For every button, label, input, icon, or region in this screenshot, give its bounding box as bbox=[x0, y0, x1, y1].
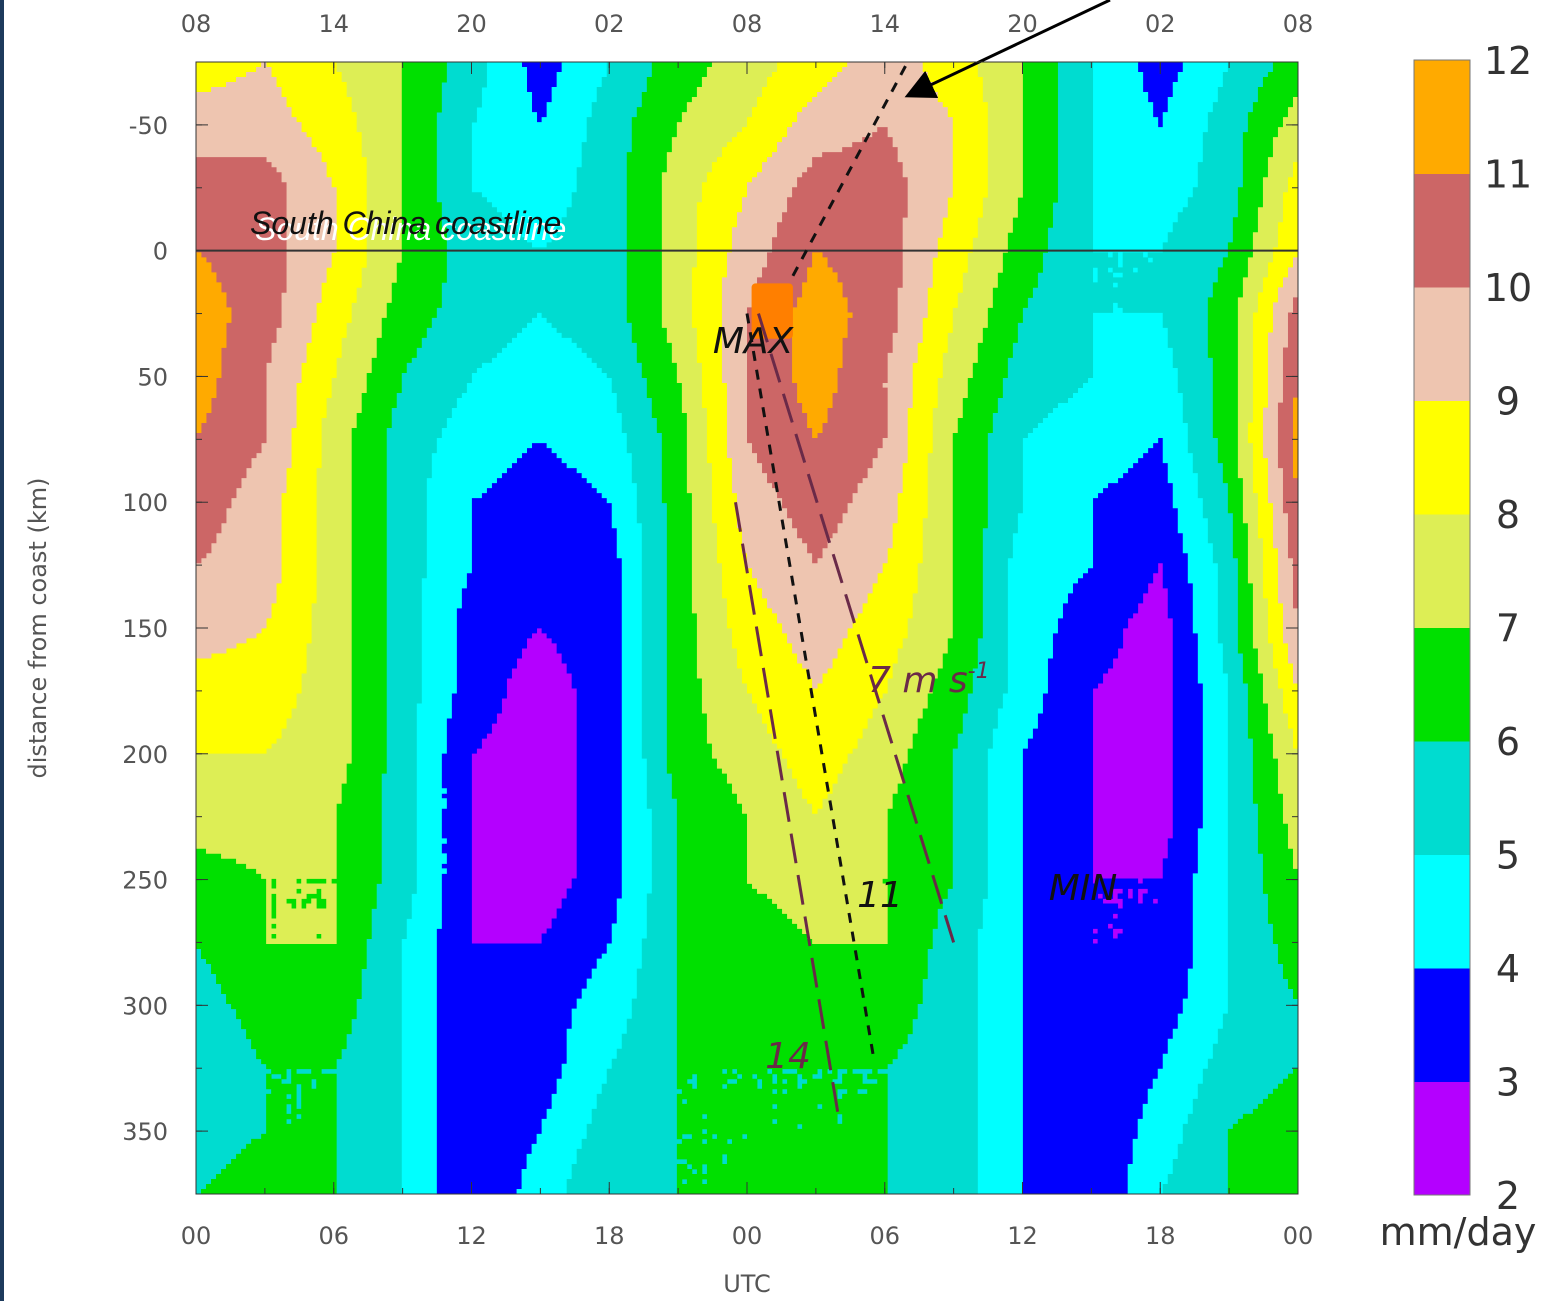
colorbar-swatch bbox=[1414, 968, 1470, 1082]
y-tick-label: 150 bbox=[122, 615, 168, 643]
x-tick-top: 08 bbox=[732, 10, 763, 38]
x-tick-bottom: 00 bbox=[732, 1222, 763, 1250]
x-tick-top: 14 bbox=[869, 10, 900, 38]
speed-line-11 bbox=[745, 313, 875, 1056]
y-tick-label: 250 bbox=[122, 867, 168, 895]
x-tick-bottom: 06 bbox=[869, 1222, 900, 1250]
x-tick-top: 14 bbox=[318, 10, 349, 38]
min-label: MIN bbox=[1049, 868, 1118, 909]
colorbar-units-label: mm/day bbox=[1380, 1210, 1537, 1254]
colorbar-swatch bbox=[1414, 60, 1470, 174]
colorbar-level-label: 3 bbox=[1496, 1061, 1520, 1105]
annotation-lines bbox=[196, 0, 1298, 1119]
speed-7-label: 7 m s-1 bbox=[868, 659, 990, 701]
colorbar-level-label: 8 bbox=[1496, 493, 1520, 537]
coastline-label-shadow: South China coastline bbox=[255, 211, 566, 247]
colorbar-swatch bbox=[1414, 627, 1470, 742]
x-tick-top: 08 bbox=[1283, 10, 1314, 38]
y-tick-label: 350 bbox=[122, 1118, 168, 1146]
colorbar-swatch bbox=[1414, 741, 1470, 855]
colorbar-level-label: 7 bbox=[1496, 607, 1520, 651]
y-tick-label: 200 bbox=[122, 741, 168, 769]
colorbar-level-label: 9 bbox=[1496, 380, 1520, 424]
max-label: MAX bbox=[713, 321, 795, 362]
y-tick-label: -50 bbox=[129, 112, 168, 140]
y-tick-label: 100 bbox=[122, 489, 168, 517]
colorbar-level-label: 4 bbox=[1496, 947, 1520, 991]
arrow-pointer bbox=[904, 0, 1111, 98]
contour-band-5 bbox=[196, 62, 1298, 1194]
x-axis-title: UTC bbox=[723, 1270, 771, 1298]
left-border-strip bbox=[0, 0, 4, 1301]
speed-14-label: 14 bbox=[765, 1036, 811, 1077]
x-tick-bottom: 18 bbox=[594, 1222, 625, 1250]
colorbar-swatch bbox=[1414, 287, 1470, 401]
contour-band-6 bbox=[196, 62, 1298, 1194]
x-tick-top: 20 bbox=[456, 10, 487, 38]
contour-band-2 bbox=[471, 562, 1174, 944]
x-tick-bottom: 12 bbox=[1007, 1222, 1038, 1250]
colorbar-swatch bbox=[1414, 173, 1470, 288]
colorbar-level-label: 2 bbox=[1496, 1174, 1520, 1218]
contour-band-4 bbox=[401, 62, 1229, 1194]
y-tick-label: 50 bbox=[137, 363, 168, 391]
speed-line-7 bbox=[757, 313, 956, 943]
contour-band-10 bbox=[196, 127, 1298, 609]
x-tick-bottom: 18 bbox=[1145, 1222, 1176, 1250]
contour-band-7 bbox=[196, 62, 1298, 944]
colorbar-swatch bbox=[1414, 514, 1470, 628]
colorbar: 2 3 4 5 6 7 8 9 10 11 12 bbox=[1413, 39, 1532, 1218]
x-tick-top: 20 bbox=[1007, 10, 1038, 38]
speed-11-label: 11 bbox=[857, 875, 903, 916]
x-tick-top: 02 bbox=[594, 10, 625, 38]
contour-band-3 bbox=[436, 62, 1204, 1194]
colorbar-level-label: 12 bbox=[1484, 39, 1532, 83]
x-tick-top: 08 bbox=[181, 10, 212, 38]
colorbar-level-label: 10 bbox=[1484, 266, 1532, 310]
colorbar-swatch bbox=[1414, 854, 1470, 969]
x-tick-bottom: 12 bbox=[456, 1222, 487, 1250]
colorbar-level-label: 11 bbox=[1484, 153, 1532, 197]
x-tick-bottom: 00 bbox=[181, 1222, 212, 1250]
colorbar-level-label: 5 bbox=[1496, 834, 1520, 878]
contour-field bbox=[196, 62, 1298, 1194]
y-tick-label: 300 bbox=[122, 992, 168, 1020]
speed-line-14 bbox=[734, 501, 841, 1119]
axes: 000806141220180200080614122018020008-500… bbox=[122, 10, 1313, 1250]
coastline-label: South China coastline bbox=[250, 205, 561, 241]
colorbar-swatch bbox=[1414, 1081, 1470, 1196]
x-tick-bottom: 00 bbox=[1283, 1222, 1314, 1250]
colorbar-swatch bbox=[1414, 400, 1470, 515]
y-tick-label: 0 bbox=[153, 238, 168, 266]
propagation-line bbox=[791, 61, 910, 277]
colorbar-level-label: 6 bbox=[1496, 720, 1520, 764]
y-axis-title: distance from coast (km) bbox=[24, 478, 52, 779]
x-tick-top: 02 bbox=[1145, 10, 1176, 38]
x-tick-bottom: 06 bbox=[318, 1222, 349, 1250]
